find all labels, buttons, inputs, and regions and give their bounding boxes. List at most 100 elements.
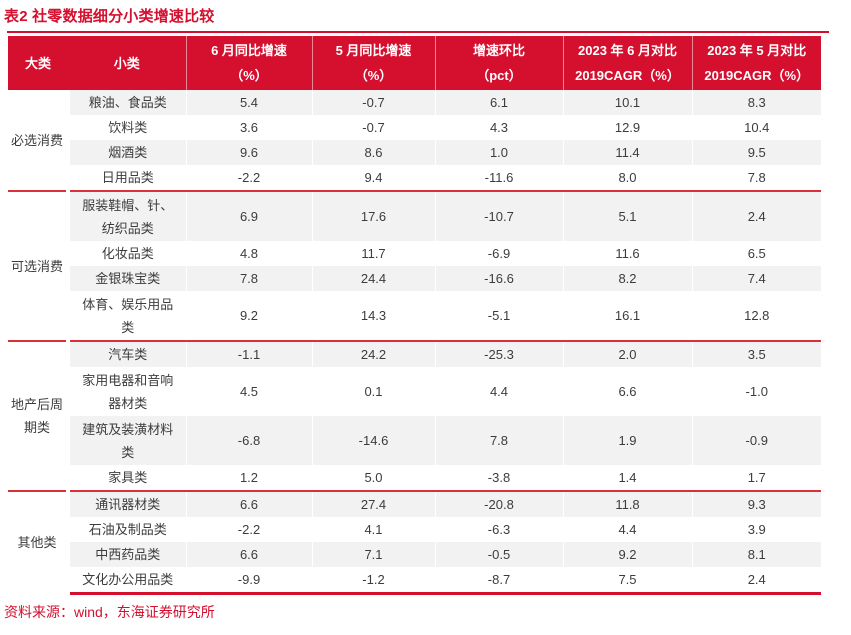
value-cell: -0.9 — [691, 416, 821, 465]
header-sub-category: 小类 — [68, 36, 186, 90]
value-cell: 2.0 — [562, 340, 692, 367]
value-cell: 7.8 — [434, 416, 563, 465]
value-cell: 6.5 — [691, 241, 821, 266]
value-cell: -6.8 — [185, 416, 312, 465]
source-note: 资料来源：wind，东海证券研究所 — [4, 604, 215, 620]
value-cell: 1.2 — [185, 465, 312, 491]
value-cell: 9.3 — [691, 490, 821, 517]
table-row: 化妆品类 4.8 11.7 -6.9 11.6 6.5 — [8, 241, 821, 266]
page-title: 表2 社零数据细分小类增速比较 — [4, 8, 215, 25]
subcategory-cell: 日用品类 — [101, 170, 154, 185]
header-mom-change: 增速环比 （pct） — [434, 36, 563, 90]
value-cell: 8.0 — [562, 165, 692, 191]
header-june-yoy: 6 月同比增速 （%） — [185, 36, 312, 90]
value-cell: -14.6 — [311, 416, 435, 465]
value-cell: -11.6 — [434, 165, 563, 191]
subcategory-cell: 文化办公用品类 — [68, 567, 186, 595]
value-cell: 1.9 — [562, 416, 692, 465]
value-cell: 9.2 — [185, 291, 312, 341]
value-cell: 10.1 — [562, 90, 692, 115]
value-cell: -6.3 — [434, 517, 563, 542]
subcategory-cell: 汽车类 — [68, 340, 186, 367]
value-cell: -16.6 — [434, 266, 563, 291]
table-row: 日用品类 -2.2 9.4 -11.6 8.0 7.8 — [8, 165, 821, 191]
value-cell: 8.6 — [311, 140, 435, 165]
category-cell: 可选消费 — [8, 190, 70, 341]
value-cell: 24.4 — [311, 266, 435, 291]
subcategory-cell: 通讯器材类 — [68, 490, 186, 517]
value-cell: 11.6 — [562, 241, 692, 266]
category-cell: 地产后周 期类 — [8, 340, 70, 491]
table-row: 可选消费 服装鞋帽、针、 纺织品类 6.9 17.6 -10.7 5.1 2.4 — [8, 190, 821, 341]
table-row: 其他类 通讯器材类 6.6 27.4 -20.8 11.8 9.3 — [8, 490, 821, 594]
value-cell: -20.8 — [434, 490, 563, 517]
subcategory-cell: 石油及制品类 — [88, 522, 167, 537]
subcategory-cell: 烟酒类 — [68, 140, 186, 165]
header-major-category: 大类 — [8, 36, 68, 90]
subcategory-cell: 饮料类 — [108, 120, 148, 135]
value-cell: -2.2 — [185, 517, 312, 542]
header-june-cagr: 2023 年 6 月对比 2019CAGR（%） — [562, 36, 692, 90]
value-cell: 6.6 — [185, 542, 312, 567]
table-header-row: 大类 小类 6 月同比增速 （%） 5 月同比增速 （%） 增速环比 （pct）… — [8, 36, 821, 90]
table-row: 中西药品类 6.6 7.1 -0.5 9.2 8.1 — [8, 542, 821, 567]
subcategory-cell: 粮油、食品类 — [68, 90, 186, 115]
value-cell: -9.9 — [185, 567, 312, 595]
value-cell: 1.4 — [562, 465, 692, 491]
value-cell: 3.6 — [185, 115, 312, 140]
value-cell: -1.1 — [185, 340, 312, 367]
value-cell: 3.5 — [691, 340, 821, 367]
value-cell: 7.5 — [562, 567, 692, 595]
value-cell: -6.9 — [434, 241, 563, 266]
value-cell: 11.7 — [311, 241, 435, 266]
retail-subcategory-growth-table: 大类 小类 6 月同比增速 （%） 5 月同比增速 （%） 增速环比 （pct）… — [8, 36, 821, 595]
subcategory-cell: 家用电器和音响 器材类 — [82, 372, 174, 411]
subcategory-cell: 家具类 — [108, 470, 148, 485]
value-cell: 12.9 — [562, 115, 692, 140]
value-cell: -5.1 — [434, 291, 563, 341]
value-cell: 2.4 — [691, 567, 821, 595]
value-cell: 8.2 — [562, 266, 692, 291]
value-cell: 11.4 — [562, 140, 692, 165]
value-cell: -10.7 — [434, 190, 563, 241]
value-cell: 0.1 — [311, 367, 435, 416]
value-cell: 5.0 — [311, 465, 435, 491]
value-cell: -1.0 — [691, 367, 821, 416]
table-row: 文化办公用品类 -9.9 -1.2 -8.7 7.5 2.4 — [8, 567, 821, 595]
table-row: 地产后周 期类 汽车类 -1.1 24.2 -25.3 2.0 3.5 — [8, 340, 821, 491]
table-row: 烟酒类 9.6 8.6 1.0 11.4 9.5 — [8, 140, 821, 165]
table-row: 饮料类 3.6 -0.7 4.3 12.9 10.4 — [8, 115, 821, 140]
table-row: 金银珠宝类 7.8 24.4 -16.6 8.2 7.4 — [8, 266, 821, 291]
value-cell: 7.1 — [311, 542, 435, 567]
value-cell: 4.5 — [185, 367, 312, 416]
value-cell: 27.4 — [311, 490, 435, 517]
value-cell: -0.7 — [311, 90, 435, 115]
table-row: 建筑及装潢材料 类 -6.8 -14.6 7.8 1.9 -0.9 — [8, 416, 821, 465]
value-cell: 5.1 — [562, 190, 692, 241]
table-row: 家具类 1.2 5.0 -3.8 1.4 1.7 — [8, 465, 821, 491]
category-cell: 必选消费 — [8, 90, 70, 191]
value-cell: 6.1 — [434, 90, 563, 115]
value-cell: 4.4 — [562, 517, 692, 542]
subcategory-cell: 金银珠宝类 — [68, 266, 186, 291]
value-cell: 2.4 — [691, 190, 821, 241]
value-cell: 8.1 — [691, 542, 821, 567]
value-cell: 7.8 — [691, 165, 821, 191]
value-cell: 4.8 — [185, 241, 312, 266]
value-cell: 4.1 — [311, 517, 435, 542]
value-cell: 6.9 — [185, 190, 312, 241]
header-may-yoy: 5 月同比增速 （%） — [311, 36, 435, 90]
table-row: 家用电器和音响 器材类 4.5 0.1 4.4 6.6 -1.0 — [8, 367, 821, 416]
value-cell: 16.1 — [562, 291, 692, 341]
value-cell: 6.6 — [185, 490, 312, 517]
value-cell: 1.7 — [691, 465, 821, 491]
table-row: 石油及制品类 -2.2 4.1 -6.3 4.4 3.9 — [8, 517, 821, 542]
value-cell: 11.8 — [562, 490, 692, 517]
value-cell: 10.4 — [691, 115, 821, 140]
value-cell: 14.3 — [311, 291, 435, 341]
value-cell: 5.4 — [185, 90, 312, 115]
value-cell: 9.5 — [691, 140, 821, 165]
value-cell: 1.0 — [434, 140, 563, 165]
value-cell: 4.3 — [434, 115, 563, 140]
value-cell: 7.4 — [691, 266, 821, 291]
